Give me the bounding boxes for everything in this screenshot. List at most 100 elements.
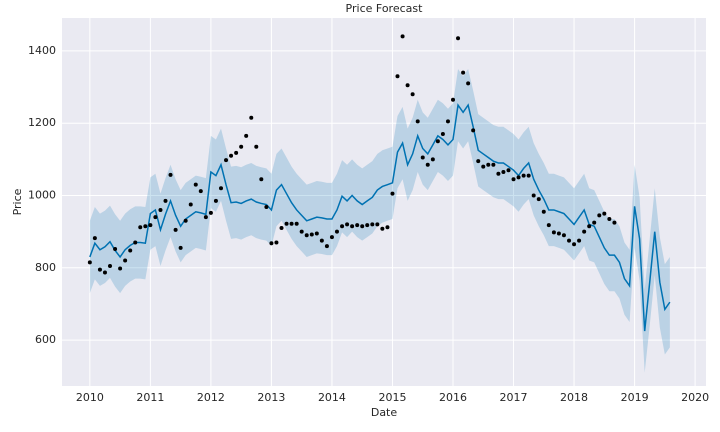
observed-point xyxy=(97,267,102,272)
observed-point xyxy=(360,224,365,229)
observed-point xyxy=(340,224,345,229)
observed-point xyxy=(541,209,546,214)
observed-point xyxy=(203,215,208,220)
observed-point xyxy=(375,222,380,227)
observed-point xyxy=(491,162,496,167)
uncertainty-band xyxy=(89,68,670,373)
observed-point xyxy=(239,144,244,149)
x-tick-label: 2018 xyxy=(560,391,588,404)
observed-point xyxy=(269,241,274,246)
observed-point xyxy=(496,171,501,176)
observed-point xyxy=(87,260,92,265)
observed-point xyxy=(521,173,526,178)
x-tick-label: 2014 xyxy=(318,391,346,404)
observed-point xyxy=(148,223,153,228)
observed-point xyxy=(481,164,486,169)
observed-point xyxy=(123,258,128,263)
observed-point xyxy=(476,159,481,164)
observed-point xyxy=(319,238,324,243)
observed-point xyxy=(163,198,168,203)
x-tick-label: 2015 xyxy=(378,391,406,404)
observed-point xyxy=(592,220,597,225)
observed-point xyxy=(208,210,213,215)
observed-point xyxy=(279,226,284,231)
observed-point xyxy=(587,224,592,229)
observed-point xyxy=(415,119,420,124)
observed-point xyxy=(567,238,572,243)
observed-point xyxy=(531,193,536,198)
observed-point xyxy=(178,245,183,250)
observed-point xyxy=(294,221,299,226)
observed-point xyxy=(158,207,163,212)
x-tick-label: 2016 xyxy=(439,391,467,404)
observed-point xyxy=(370,222,375,227)
observed-point xyxy=(607,216,612,221)
observed-point xyxy=(602,211,607,216)
observed-point xyxy=(556,231,561,236)
y-tick-label: 1200 xyxy=(28,116,56,129)
observed-point xyxy=(445,119,450,124)
observed-point xyxy=(324,244,329,249)
observed-point xyxy=(113,246,118,251)
observed-point xyxy=(365,223,370,228)
observed-point xyxy=(385,225,390,230)
observed-point xyxy=(299,229,304,234)
observed-point xyxy=(471,128,476,133)
observed-point xyxy=(173,227,178,232)
y-tick-label: 600 xyxy=(35,333,56,346)
observed-point xyxy=(128,248,133,253)
y-tick-label: 1000 xyxy=(28,188,56,201)
observed-point xyxy=(516,175,521,180)
chart-title: Price Forecast xyxy=(346,2,424,15)
observed-point xyxy=(143,224,148,229)
observed-point xyxy=(107,263,112,268)
observed-point xyxy=(536,197,541,202)
observed-point xyxy=(506,168,511,173)
observed-point xyxy=(219,186,224,191)
observed-point xyxy=(133,240,138,245)
observed-point xyxy=(224,158,229,163)
observed-point xyxy=(551,230,556,235)
observed-point xyxy=(264,205,269,210)
observed-point xyxy=(561,233,566,238)
x-tick-label: 2017 xyxy=(500,391,528,404)
observed-point xyxy=(329,235,334,240)
observed-point xyxy=(234,150,239,155)
x-tick-label: 2010 xyxy=(76,391,104,404)
x-tick-label: 2013 xyxy=(257,391,285,404)
observed-point xyxy=(461,70,466,75)
observed-point xyxy=(456,36,461,41)
observed-point xyxy=(420,155,425,160)
observed-point xyxy=(198,189,203,194)
observed-point xyxy=(501,169,506,174)
observed-point xyxy=(229,153,234,158)
observed-point xyxy=(284,221,289,226)
observed-point xyxy=(92,236,97,241)
observed-point xyxy=(153,215,158,220)
observed-point xyxy=(309,232,314,237)
observed-point xyxy=(314,231,319,236)
observed-point xyxy=(486,162,491,167)
observed-point xyxy=(244,133,249,138)
x-tick-label: 2012 xyxy=(197,391,225,404)
observed-point xyxy=(466,81,471,86)
x-axis-label: Date xyxy=(371,406,398,419)
observed-point xyxy=(193,182,198,187)
forecast-line xyxy=(89,103,671,332)
observed-point xyxy=(168,172,173,177)
x-tick-label: 2020 xyxy=(681,391,709,404)
observed-point xyxy=(355,223,360,228)
observed-point xyxy=(597,213,602,218)
observed-point xyxy=(259,177,264,182)
observed-point xyxy=(612,220,617,225)
x-tick-label: 2011 xyxy=(136,391,164,404)
observed-point xyxy=(405,83,410,88)
observed-point xyxy=(102,270,107,275)
observed-point xyxy=(451,97,455,102)
x-tick-label: 2019 xyxy=(621,391,649,404)
observed-point xyxy=(582,229,587,234)
observed-point xyxy=(526,173,531,178)
observed-point xyxy=(289,221,294,226)
y-axis-label: Price xyxy=(11,188,24,215)
observed-point xyxy=(435,139,440,144)
